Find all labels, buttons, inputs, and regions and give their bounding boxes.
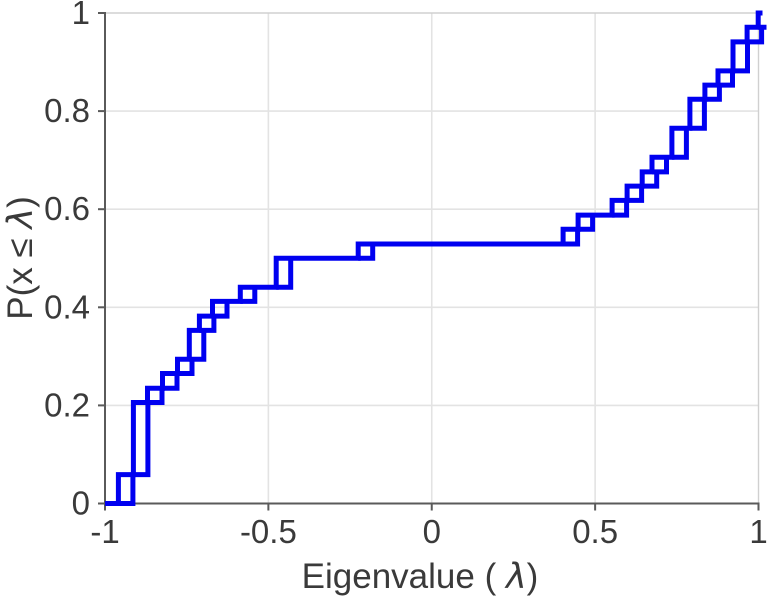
x-axis-label: Eigenvalue ( λ) [302,557,539,597]
ecdf-staircase-notches [118,24,767,506]
y-tick-label: 1 [72,0,90,31]
ecdf-staircase-line [105,10,763,506]
y-axis-label: P(x ≤ λ) [1,196,41,320]
y-tick-label: 0.6 [44,190,90,227]
x-tick-label: 1 [749,513,767,550]
y-tick-label: 0 [72,485,90,522]
x-tick-label: -1 [90,513,119,550]
y-tick-label: 0.4 [44,288,90,325]
x-tick-label: -0.5 [240,513,297,550]
y-tick-label: 0.2 [44,386,90,423]
y-tick-label: 0.8 [44,92,90,129]
x-tick-label: 0.5 [572,513,618,550]
x-tick-label: 0 [423,513,441,550]
